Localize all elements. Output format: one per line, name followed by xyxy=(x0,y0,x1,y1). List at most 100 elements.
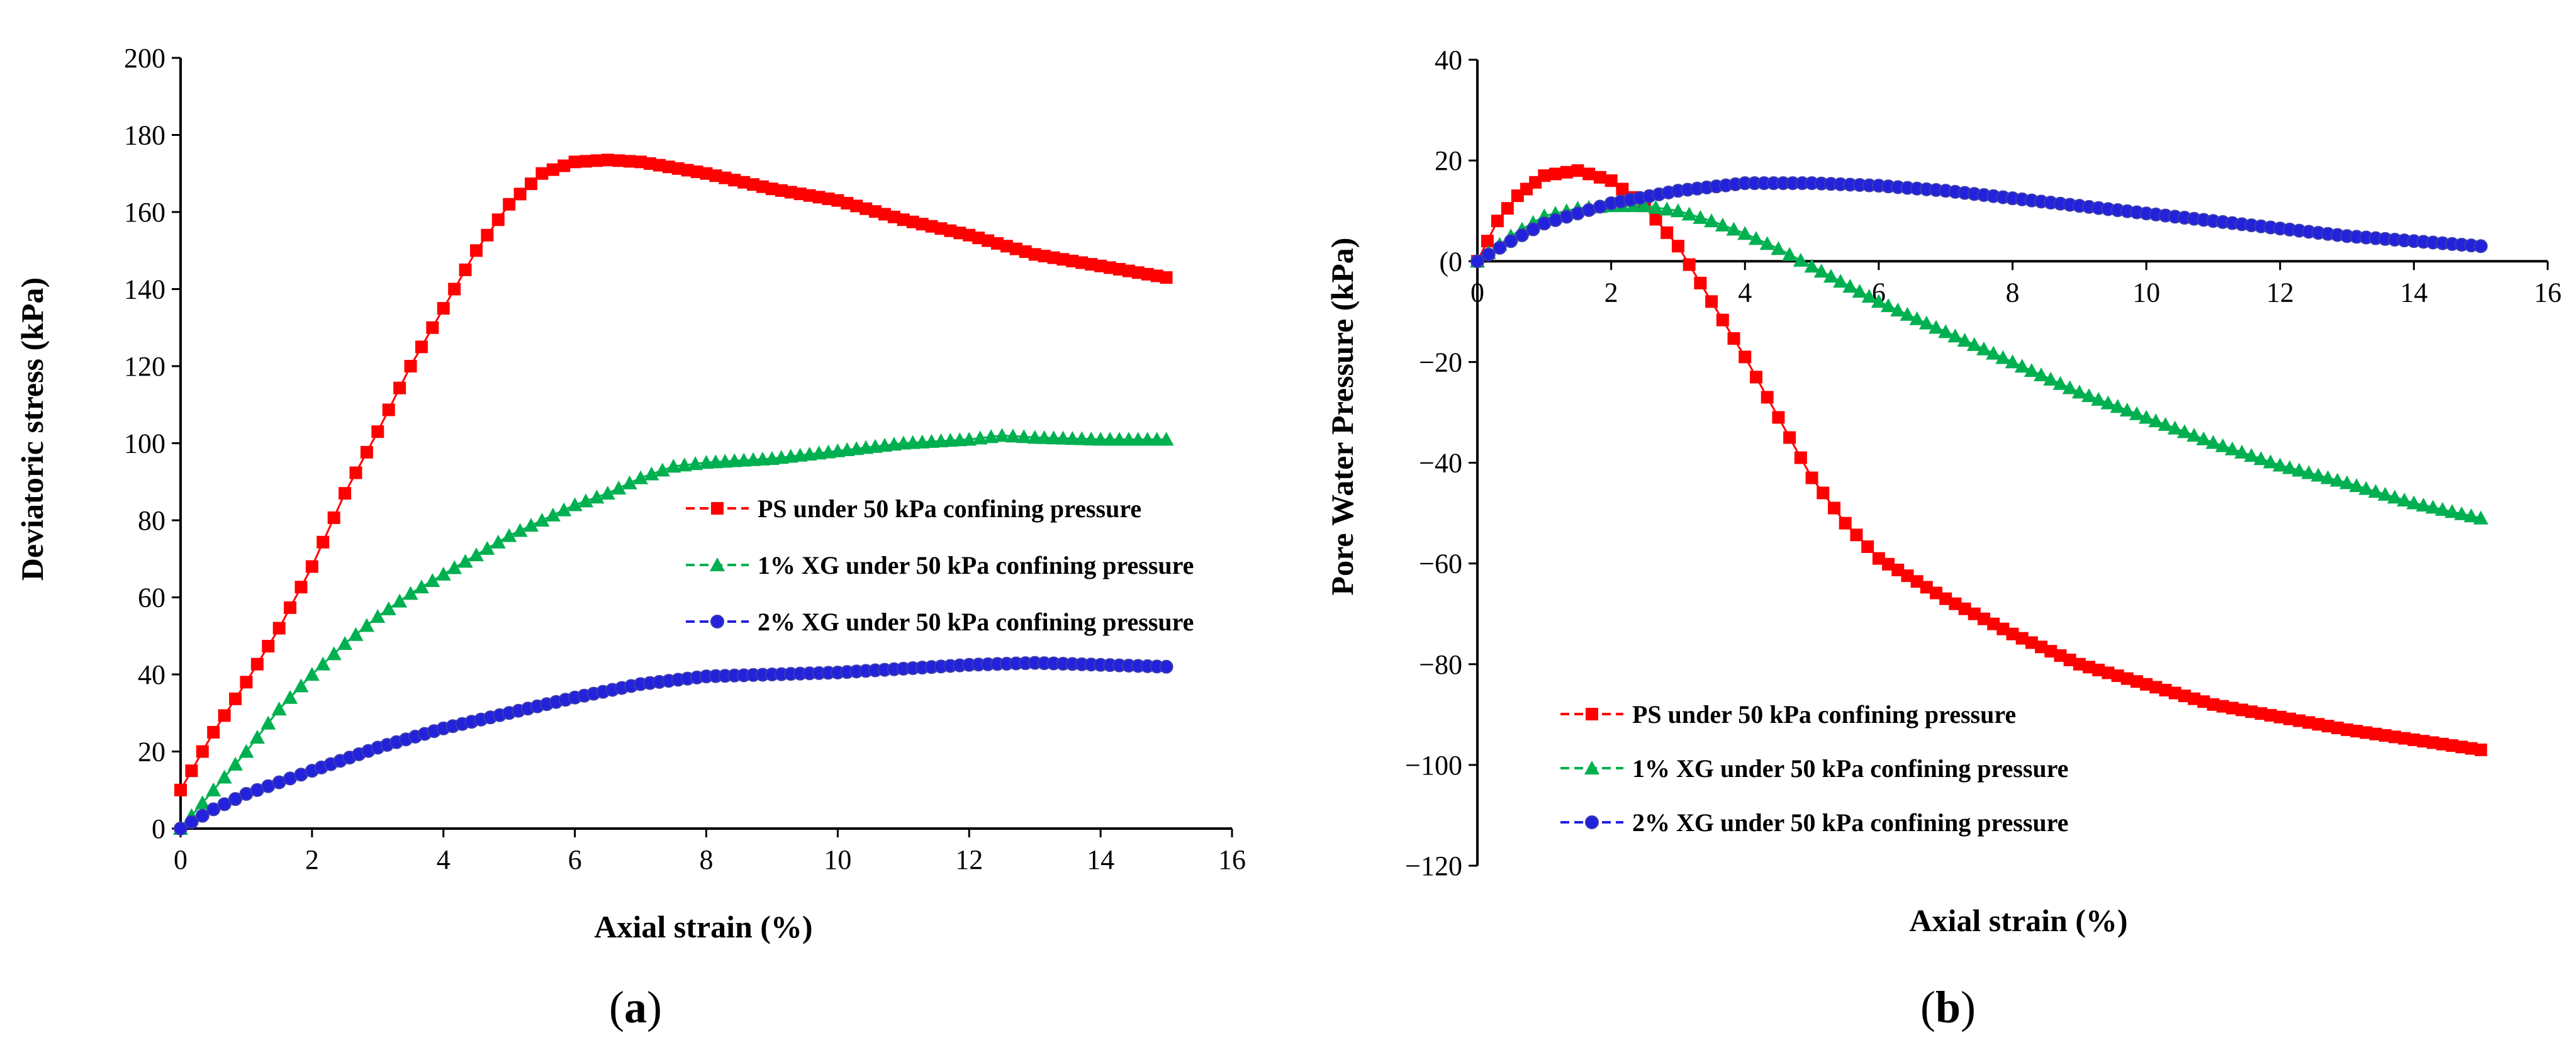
panel-a-data-point xyxy=(403,586,418,600)
panel-a-legend-entry: 2% XG under 50 kPa confining pressure xyxy=(686,608,1194,636)
panel-b-data-point xyxy=(1637,198,1652,213)
panel-b-data-point xyxy=(2063,653,2076,666)
panel-b-data-point xyxy=(2417,735,2430,748)
panel-a-data-point xyxy=(556,502,572,517)
panel-b-data-point xyxy=(1526,222,1540,237)
panel-a-data-point xyxy=(272,622,286,635)
panel-a-data-point xyxy=(195,808,210,823)
panel-b-data-point xyxy=(1839,517,1852,530)
panel-b-data-point xyxy=(1670,203,1686,218)
panel-b-data-point xyxy=(1737,226,1753,240)
panel-a-data-point xyxy=(503,198,516,211)
panel-a-data-point xyxy=(437,302,450,315)
panel-a-data-point xyxy=(1005,428,1021,443)
panel-a-data-point xyxy=(217,797,232,812)
panel-b-x-tick-label: 12 xyxy=(2266,277,2294,308)
panel-b-data-point xyxy=(2436,737,2449,751)
panel-b-data-point xyxy=(1481,235,1494,248)
panel-b-data-point xyxy=(2387,489,2402,504)
panel-a-data-point xyxy=(260,715,276,730)
panel-b-series-circle xyxy=(1470,176,2488,269)
panel-b-y-tick-label: −120 xyxy=(1405,851,1462,881)
panel-a-data-point xyxy=(1065,431,1080,445)
panel-b-data-point xyxy=(2102,666,2115,679)
panel-a-legend-marker xyxy=(711,502,724,515)
panel-a-data-point xyxy=(435,566,451,581)
panel-b-label: (b) xyxy=(1920,982,1976,1032)
panel-b-data-point xyxy=(2426,736,2439,749)
panel-a-data-point xyxy=(392,593,408,608)
panel-b-data-point xyxy=(2130,675,2143,688)
panel-b-data-point xyxy=(1538,169,1551,182)
panel-b-data-point xyxy=(2473,510,2489,525)
panel-a-legend: PS under 50 kPa confining pressure 1% XG … xyxy=(686,495,1194,636)
panel-b-data-point xyxy=(1996,622,2010,635)
panel-a-series-line xyxy=(180,662,1167,830)
panel-a-x-tick-label: 2 xyxy=(305,844,319,875)
panel-b-data-point xyxy=(2368,484,2383,498)
panel-b-data-point xyxy=(1901,569,1914,583)
panel-b-data-point xyxy=(2245,705,2258,718)
panel-a-data-point xyxy=(337,636,353,650)
panel-b-data-point xyxy=(2397,492,2412,506)
panel-a-data-point xyxy=(404,360,417,372)
panel-a-data-point xyxy=(293,678,309,693)
panel-a-data-point xyxy=(271,701,287,716)
panel-a-data-point xyxy=(589,489,605,504)
panel-a-data-point xyxy=(1158,432,1174,446)
panel-b-data-point xyxy=(2188,692,2201,705)
panel-b-data-point xyxy=(1549,167,1562,181)
panel-b-data-point xyxy=(2312,718,2325,731)
panel-b-data-point xyxy=(1715,217,1730,232)
panel-a-y-tick-label: 180 xyxy=(124,120,165,151)
panel-a-data-point xyxy=(1016,429,1032,444)
panel-a-data-point xyxy=(174,822,188,835)
panel-a-x-tick-label: 4 xyxy=(437,844,451,875)
panel-a-data-point xyxy=(457,554,473,568)
panel-b-data-point xyxy=(1616,182,1629,196)
panel-b-data-point xyxy=(1949,597,1962,610)
panel-a-data-point xyxy=(601,154,614,167)
panel-b-data-point xyxy=(2234,444,2249,459)
panel-b-legend-entry: PS under 50 kPa confining pressure xyxy=(1560,700,2016,729)
panel-b-data-point xyxy=(2444,504,2460,518)
panel-b-data-point xyxy=(1759,236,1775,250)
panel-a-data-point xyxy=(426,321,439,334)
panel-a: 0 2 4 6 8 10 12 14 16020406080100120140160180200… xyxy=(14,43,1246,1032)
panel-b-data-point xyxy=(2244,448,2260,462)
panel-a-data-point xyxy=(218,709,231,722)
panel-b-data-point xyxy=(2378,729,2392,742)
panel-b-data-point xyxy=(2005,354,2020,369)
panel-b-data-point xyxy=(1793,252,1808,267)
panel-b-data-point xyxy=(1977,612,1990,625)
panel-b-data-point xyxy=(1739,350,1752,364)
panel-a-data-point xyxy=(349,466,362,479)
panel-b-data-point xyxy=(1648,199,1664,214)
panel-b-data-point xyxy=(2416,497,2431,511)
panel-a-data-point xyxy=(600,486,615,500)
panel-b-series xyxy=(1470,164,2489,756)
panel-b-data-point xyxy=(1649,213,1662,226)
panel-b-data-point xyxy=(2463,508,2479,523)
panel-b-x-tick-label: 4 xyxy=(1738,277,1752,308)
panel-b-legend-marker xyxy=(1584,761,1599,774)
panel-b-data-point xyxy=(1900,306,1915,321)
panel-b-data-point xyxy=(2254,707,2268,720)
panel-b-data-point xyxy=(2178,690,2191,703)
panel-b-data-point xyxy=(2043,371,2059,386)
panel-b-series-square xyxy=(1471,164,2487,756)
panel-b-data-point xyxy=(2474,743,2487,756)
panel-a-data-point xyxy=(249,730,265,744)
panel-b-data-point xyxy=(1947,328,1963,343)
panel-b-data-point xyxy=(2119,403,2135,417)
panel-a-legend-marker xyxy=(710,557,725,571)
panel-a-data-point xyxy=(174,783,187,796)
panel-a-x-axis-title: Axial strain (%) xyxy=(594,909,812,944)
panel-a-data-point xyxy=(294,581,308,594)
panel-a-data-point xyxy=(666,459,681,473)
panel-b-data-point xyxy=(2226,701,2239,715)
panel-b-data-point xyxy=(1683,258,1696,271)
panel-a-data-point xyxy=(196,745,209,758)
